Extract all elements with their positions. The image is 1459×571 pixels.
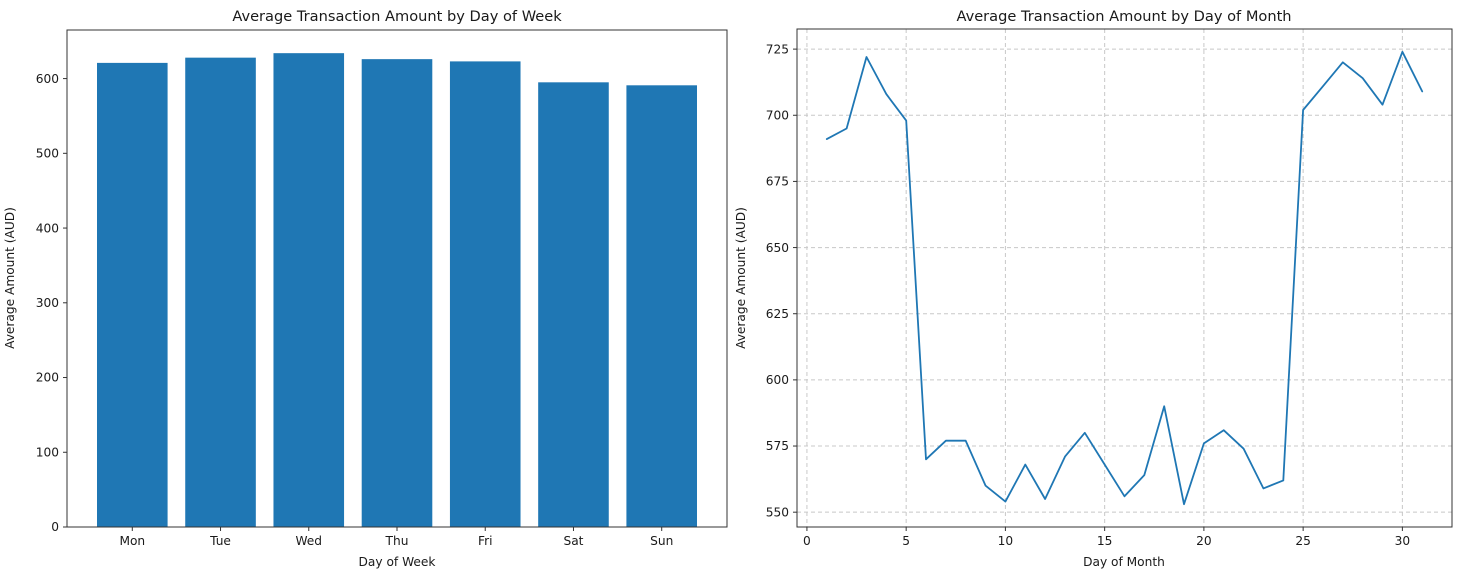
bar-chart-ticks: 0 100 200 300 400 500 600 Mon Tue Wed Thu Fri Sat Sun <box>36 72 674 548</box>
x-axis-label-day-of-week: Day of Week <box>359 555 437 569</box>
x-tick-label: Wed <box>295 534 322 548</box>
line-chart-canvas: 550 575 600 625 650 675 700 725 0 5 10 15 20 25 30 Ave… <box>734 8 1453 569</box>
plot-border <box>796 28 1453 528</box>
y-tick-label: 300 <box>36 296 59 310</box>
bar-sun <box>626 85 697 527</box>
x-tick-label: Mon <box>119 534 145 548</box>
y-tick-label: 650 <box>766 241 789 255</box>
y-axis-label-day-of-week: Average Amount (AUD) <box>3 207 17 349</box>
x-tick-label: Sun <box>650 534 673 548</box>
y-tick-label: 100 <box>36 445 59 459</box>
x-tick-label: Thu <box>385 534 409 548</box>
x-tick-label: 10 <box>998 534 1014 548</box>
x-axis-label-day-of-month: Day of Month <box>1083 555 1165 569</box>
x-tick-label: 15 <box>1097 534 1113 548</box>
line-chart-ticks: 550 575 600 625 650 675 700 725 0 5 10 15 20 25 30 <box>766 42 1410 548</box>
figure-avg-by-day-of-week: 0 100 200 300 400 500 600 Mon Tue Wed Thu Fri Sat Sun… <box>3 8 728 569</box>
y-tick-label: 600 <box>766 373 789 387</box>
y-tick-label: 725 <box>766 42 789 56</box>
bar-tue <box>185 57 256 528</box>
bar-fri <box>449 61 521 528</box>
y-tick-label: 600 <box>36 72 59 86</box>
chart-title-day-of-month: Average Transaction Amount by Day of Mon… <box>956 8 1291 25</box>
y-axis-label-day-of-month: Average Amount (AUD) <box>734 207 748 349</box>
x-tick-label: 5 <box>902 534 910 548</box>
line-series <box>825 50 1424 506</box>
bar-thu <box>361 59 433 527</box>
x-tick-label: 25 <box>1295 534 1311 548</box>
y-tick-label: 700 <box>766 108 789 122</box>
bar-mon <box>97 62 168 527</box>
bar-series <box>97 53 697 528</box>
y-tick-label: 400 <box>36 221 59 235</box>
y-tick-label: 575 <box>766 439 789 453</box>
bar-wed <box>273 53 345 527</box>
x-tick-label: 20 <box>1196 534 1212 548</box>
line-chart-grid <box>797 29 1452 527</box>
x-tick-label: Tue <box>209 534 231 548</box>
figure-avg-by-day-of-month: 550 575 600 625 650 675 700 725 0 5 10 15 20 25 30 Ave… <box>730 0 1459 571</box>
y-tick-label: 625 <box>766 307 789 321</box>
bar-sat <box>538 82 609 527</box>
x-tick-label: 0 <box>803 534 811 548</box>
y-tick-label: 500 <box>36 147 59 161</box>
x-tick-label: Sat <box>563 534 583 548</box>
x-tick-label: 30 <box>1395 534 1411 548</box>
avg-amount-line <box>825 50 1424 506</box>
y-tick-label: 675 <box>766 175 789 189</box>
y-tick-label: 0 <box>51 520 59 534</box>
bar-chart-canvas: 0 100 200 300 400 500 600 Mon Tue Wed Thu Fri Sat Sun… <box>3 8 728 569</box>
chart-title-day-of-week: Average Transaction Amount by Day of Wee… <box>232 8 562 25</box>
x-tick-label: Fri <box>478 534 493 548</box>
y-tick-label: 200 <box>36 371 59 385</box>
y-tick-label: 550 <box>766 505 789 519</box>
